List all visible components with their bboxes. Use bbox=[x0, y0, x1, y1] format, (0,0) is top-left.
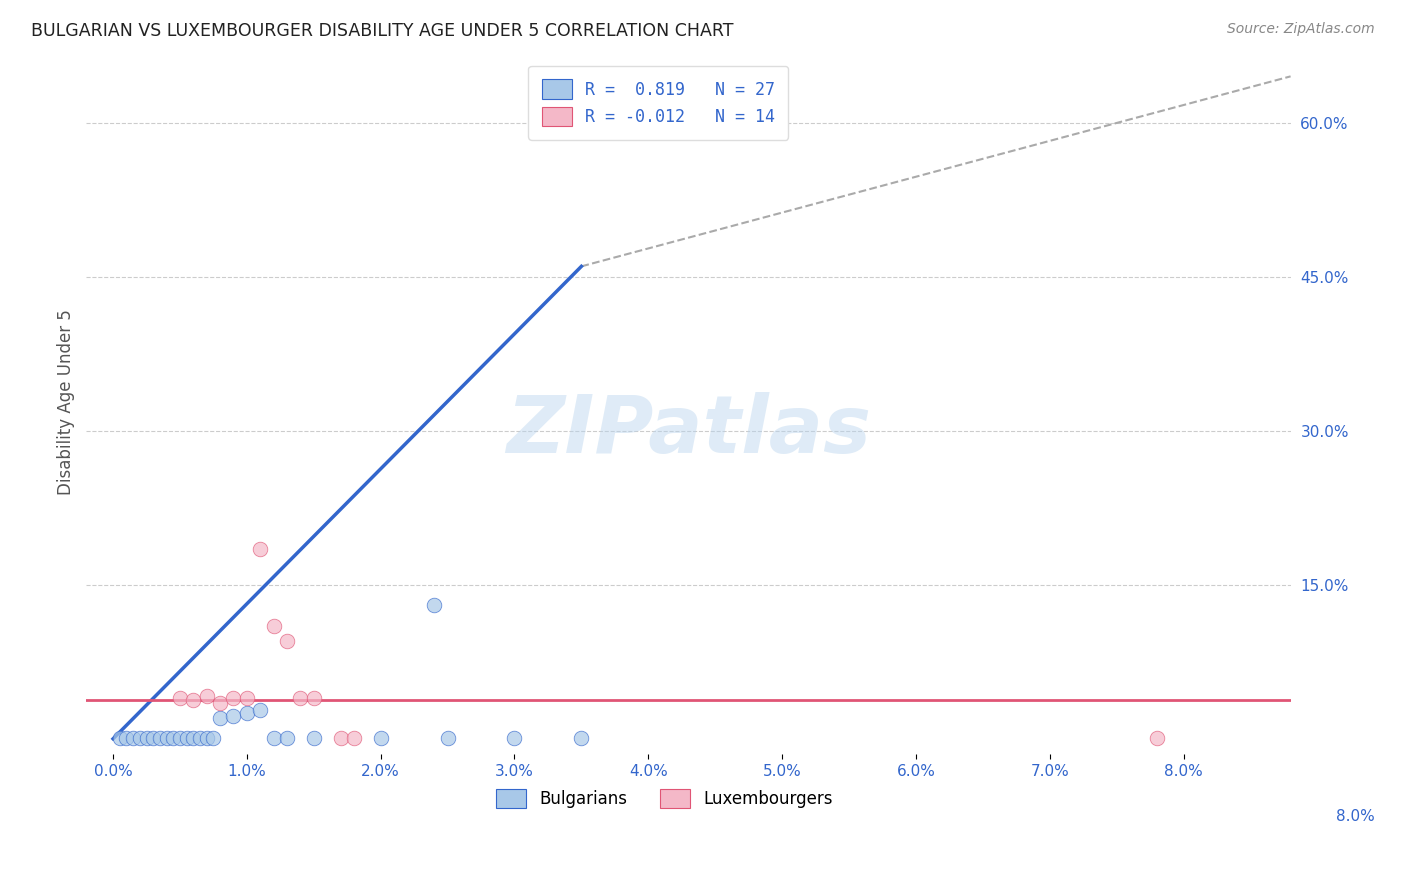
Point bbox=[149, 731, 172, 745]
Point bbox=[222, 690, 245, 705]
Point bbox=[128, 731, 150, 745]
Text: BULGARIAN VS LUXEMBOURGER DISABILITY AGE UNDER 5 CORRELATION CHART: BULGARIAN VS LUXEMBOURGER DISABILITY AGE… bbox=[31, 22, 734, 40]
Point bbox=[169, 690, 191, 705]
Point bbox=[155, 731, 177, 745]
Point bbox=[276, 731, 298, 745]
Point bbox=[503, 731, 526, 745]
Point bbox=[195, 731, 218, 745]
Point bbox=[263, 619, 285, 633]
Point bbox=[108, 731, 131, 745]
Text: 8.0%: 8.0% bbox=[1336, 809, 1375, 823]
Point bbox=[436, 731, 458, 745]
Point bbox=[1146, 731, 1168, 745]
Point bbox=[329, 731, 352, 745]
Point bbox=[162, 731, 184, 745]
Point bbox=[236, 706, 259, 720]
Legend: Bulgarians, Luxembourgers: Bulgarians, Luxembourgers bbox=[488, 780, 841, 816]
Point bbox=[142, 731, 165, 745]
Text: Source: ZipAtlas.com: Source: ZipAtlas.com bbox=[1227, 22, 1375, 37]
Point bbox=[183, 731, 205, 745]
Point bbox=[423, 599, 446, 613]
Point bbox=[290, 690, 312, 705]
Point bbox=[115, 731, 138, 745]
Point bbox=[176, 731, 198, 745]
Point bbox=[169, 731, 191, 745]
Point bbox=[222, 709, 245, 723]
Point bbox=[571, 731, 593, 745]
Point bbox=[202, 731, 225, 745]
Point bbox=[276, 634, 298, 648]
Point bbox=[249, 541, 271, 556]
Point bbox=[122, 731, 145, 745]
Point bbox=[302, 731, 325, 745]
Point bbox=[302, 690, 325, 705]
Point bbox=[209, 696, 232, 710]
Point bbox=[249, 703, 271, 717]
Point bbox=[370, 731, 392, 745]
Y-axis label: Disability Age Under 5: Disability Age Under 5 bbox=[58, 310, 75, 495]
Point bbox=[236, 690, 259, 705]
Point bbox=[343, 731, 366, 745]
Text: ZIPatlas: ZIPatlas bbox=[506, 392, 870, 469]
Point bbox=[195, 689, 218, 703]
Point bbox=[209, 711, 232, 725]
Point bbox=[183, 693, 205, 707]
Point bbox=[188, 731, 211, 745]
Point bbox=[263, 731, 285, 745]
Point bbox=[135, 731, 157, 745]
